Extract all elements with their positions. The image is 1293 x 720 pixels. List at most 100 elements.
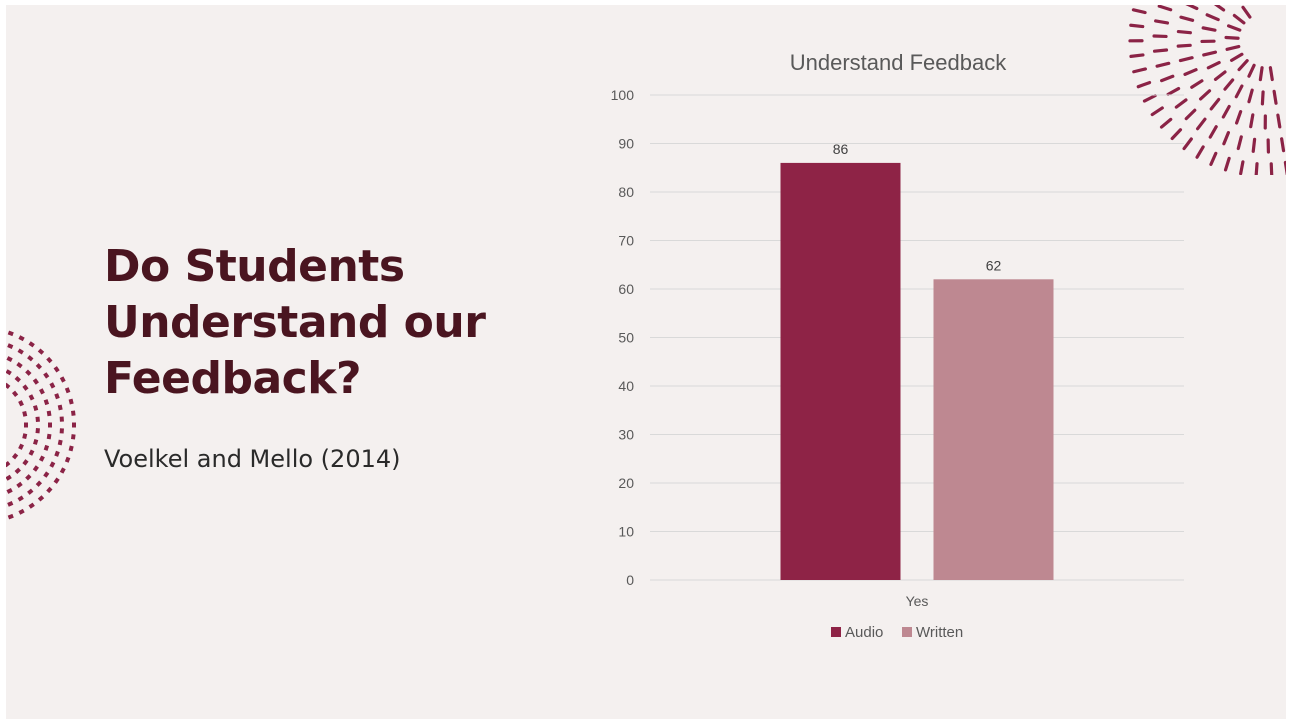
legend-swatch [831, 627, 841, 637]
deco-dash [1205, 13, 1220, 22]
slide-subtitle: Voelkel and Mello (2014) [104, 445, 401, 473]
deco-dash [1226, 24, 1242, 32]
deco-dash [1225, 44, 1241, 51]
deco-dash [1232, 13, 1246, 25]
deco-dot [35, 480, 43, 487]
deco-dot [6, 460, 11, 468]
deco-dash [1209, 151, 1218, 166]
deco-dot [43, 372, 50, 379]
deco-dot [11, 452, 19, 460]
deco-dash [1136, 80, 1152, 89]
deco-dot [14, 376, 21, 383]
deco-dash [1237, 59, 1249, 72]
deco-dash [1166, 86, 1181, 96]
deco-dot [48, 422, 52, 428]
deco-dash [1235, 110, 1243, 125]
y-tick-label: 90 [618, 136, 634, 152]
deco-dot [43, 444, 50, 451]
y-tick-label: 50 [618, 330, 634, 346]
legend-label: Written [916, 624, 963, 641]
deco-dot [37, 495, 45, 502]
deco-dot [59, 376, 66, 383]
deco-dot [28, 341, 35, 348]
bar-chart: Understand Feedback 0 10 20 30 40 50 60 70 80 90 10… [611, 50, 1184, 641]
deco-dash [1236, 135, 1243, 151]
deco-dot [37, 348, 45, 355]
deco-dot [14, 467, 21, 474]
deco-dash [1234, 84, 1244, 99]
deco-dot [59, 428, 64, 434]
deco-dot [39, 388, 45, 395]
deco-dash [1221, 104, 1231, 119]
deco-dot [68, 445, 74, 452]
deco-dash [1157, 5, 1173, 12]
deco-dash [1229, 52, 1244, 62]
decorative-burst-right [1128, 5, 1286, 175]
deco-dot [32, 378, 39, 385]
deco-dot [35, 428, 40, 434]
deco-dash [1160, 74, 1175, 83]
deco-dot [49, 461, 56, 468]
deco-dot [6, 488, 13, 494]
deco-dot [28, 394, 35, 401]
deco-dash [1201, 26, 1217, 32]
bar-audio [780, 162, 901, 580]
deco-dash [1174, 98, 1188, 109]
deco-dot [27, 488, 34, 495]
deco-dot [70, 410, 76, 416]
deco-dash [1170, 128, 1183, 141]
deco-dot [33, 405, 39, 411]
deco-dash [1251, 137, 1257, 153]
bar-written [933, 279, 1054, 580]
y-tick-label: 40 [618, 378, 634, 394]
deco-dash [1196, 117, 1207, 131]
decorative-dots-left [6, 330, 76, 520]
deco-dash [1209, 97, 1221, 111]
deco-dot [46, 486, 53, 494]
y-tick-label: 100 [611, 87, 635, 103]
deco-dash [1190, 79, 1204, 89]
legend-label: Audio [845, 624, 883, 641]
deco-dash [1142, 94, 1157, 103]
deco-dash [1202, 50, 1218, 57]
deco-dash [1129, 23, 1145, 29]
deco-dash [1249, 113, 1255, 129]
deco-dash [1152, 48, 1169, 53]
deco-dot [68, 398, 74, 405]
deco-dot [33, 439, 39, 445]
deco-dash [1185, 5, 1199, 11]
data-label: 62 [986, 257, 1002, 273]
deco-dot [72, 422, 76, 428]
deco-dash [1241, 5, 1252, 19]
deco-dot [54, 393, 60, 400]
y-tick-label: 60 [618, 281, 634, 297]
deco-dot [46, 410, 52, 417]
deco-dash [1258, 66, 1264, 82]
y-tick-label: 70 [618, 233, 634, 249]
deco-dot [24, 422, 28, 428]
deco-dot [7, 501, 14, 507]
deco-dot [17, 495, 24, 502]
deco-dot [25, 369, 32, 376]
deco-dot [7, 513, 14, 520]
deco-dash [1176, 29, 1192, 35]
deco-dash [1276, 113, 1282, 129]
deco-dot [70, 434, 76, 440]
deco-dash [1239, 160, 1245, 175]
deco-dot [54, 450, 60, 457]
deco-dot [35, 416, 40, 422]
deco-dot [59, 467, 66, 474]
deco-dot [16, 362, 23, 369]
deco-dot [43, 399, 50, 406]
deco-dash [1222, 131, 1230, 146]
deco-dot [28, 449, 35, 456]
deco-dot [53, 477, 60, 484]
deco-dash [1176, 43, 1192, 48]
deco-dash [1268, 66, 1274, 82]
deco-dot [43, 471, 50, 478]
deco-dot [57, 439, 63, 446]
deco-dash [1223, 156, 1231, 172]
deco-dot [57, 404, 63, 411]
deco-dot [39, 455, 45, 462]
deco-dash [1154, 19, 1170, 25]
